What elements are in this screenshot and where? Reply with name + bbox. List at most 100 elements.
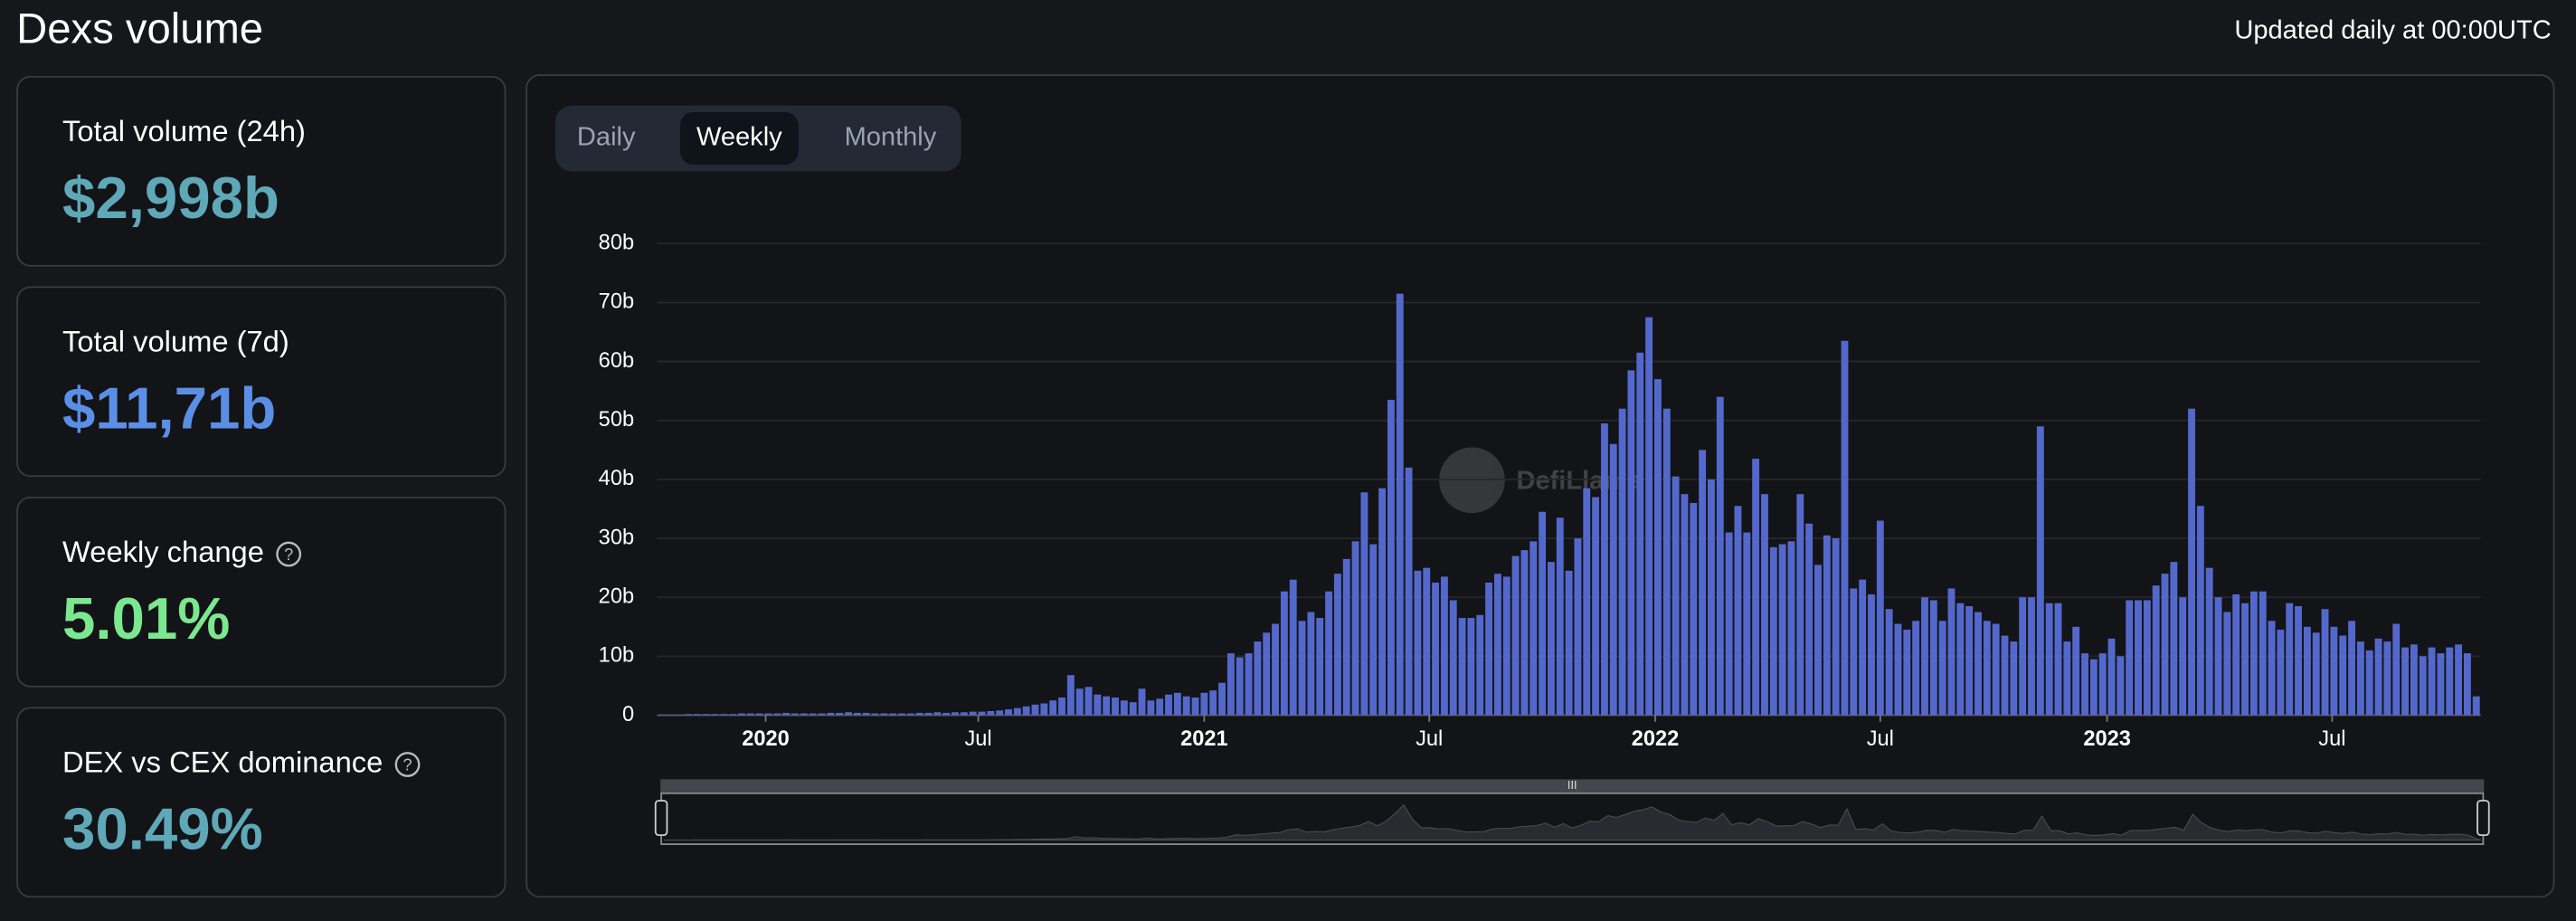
bar bbox=[1191, 697, 1199, 716]
bar bbox=[2117, 656, 2125, 716]
bar bbox=[2374, 638, 2382, 716]
bar bbox=[1423, 567, 1431, 716]
tab[interactable]: Weekly bbox=[696, 123, 782, 152]
bar bbox=[1289, 579, 1297, 716]
bar bbox=[2205, 567, 2213, 716]
bar bbox=[1325, 591, 1332, 716]
bar bbox=[2001, 635, 2009, 716]
bar bbox=[960, 712, 968, 716]
bar bbox=[1778, 544, 1786, 716]
bar bbox=[791, 713, 799, 716]
bar bbox=[1859, 579, 1867, 716]
stat-card bbox=[16, 75, 507, 267]
active-tab-bg bbox=[679, 111, 799, 166]
bar bbox=[2286, 603, 2294, 716]
bar bbox=[1539, 511, 1547, 716]
bar bbox=[2410, 644, 2418, 716]
bar bbox=[1743, 532, 1751, 716]
bar bbox=[1058, 697, 1065, 716]
bar bbox=[1921, 597, 1928, 716]
stat-value: $11,71b bbox=[62, 375, 276, 442]
bar bbox=[1938, 621, 1946, 716]
stat-card bbox=[16, 707, 507, 898]
bar bbox=[1369, 544, 1378, 716]
x-tick-label: 2023 bbox=[2083, 727, 2131, 751]
bar bbox=[2295, 605, 2302, 716]
navigator-bar[interactable] bbox=[660, 779, 2485, 793]
y-tick-label: 30b bbox=[599, 526, 634, 549]
bar bbox=[2330, 626, 2338, 716]
bar bbox=[1226, 653, 1235, 716]
bar bbox=[2135, 600, 2142, 716]
bar bbox=[702, 714, 710, 716]
bar bbox=[2161, 574, 2169, 716]
bar bbox=[2249, 591, 2258, 716]
bar bbox=[2348, 621, 2355, 716]
bar bbox=[2214, 597, 2222, 716]
bar bbox=[853, 712, 861, 716]
bar bbox=[1147, 700, 1155, 716]
bar bbox=[2045, 603, 2053, 716]
bar bbox=[782, 712, 791, 716]
navigator-handle[interactable] bbox=[654, 800, 668, 837]
bar bbox=[1975, 612, 1982, 716]
bar bbox=[2303, 626, 2311, 716]
bar bbox=[1467, 618, 1475, 716]
bar bbox=[1272, 623, 1279, 716]
bar bbox=[1280, 591, 1288, 716]
bar bbox=[1129, 702, 1137, 716]
bar bbox=[862, 712, 870, 716]
bar bbox=[952, 712, 959, 716]
y-tick-label: 50b bbox=[599, 408, 634, 432]
bar bbox=[996, 710, 1004, 716]
stat-card bbox=[16, 286, 507, 478]
bar bbox=[1173, 692, 1181, 716]
bar bbox=[1316, 618, 1324, 716]
bar bbox=[1681, 494, 1689, 716]
bar bbox=[827, 712, 835, 716]
bar bbox=[1583, 488, 1591, 716]
x-tick-label: 2020 bbox=[742, 727, 790, 751]
x-tick-label: 2021 bbox=[1180, 727, 1228, 751]
bar bbox=[1912, 621, 1920, 716]
tab[interactable]: Daily bbox=[577, 123, 636, 152]
bar bbox=[1574, 538, 1582, 716]
bar bbox=[845, 712, 852, 716]
bar bbox=[1031, 704, 1039, 716]
bar bbox=[1040, 703, 1048, 716]
y-tick-label: 70b bbox=[599, 290, 634, 314]
stat-value: $2,998b bbox=[62, 165, 279, 231]
stat-value: 30.49% bbox=[62, 796, 263, 862]
navigator-grip[interactable]: III bbox=[1567, 778, 1577, 792]
bar bbox=[1084, 687, 1093, 716]
bar bbox=[2312, 632, 2320, 716]
bar bbox=[2036, 426, 2044, 716]
bar bbox=[2143, 600, 2151, 716]
bar bbox=[1787, 541, 1795, 716]
bar bbox=[2428, 647, 2436, 716]
bar bbox=[1342, 558, 1350, 716]
bar bbox=[1493, 574, 1501, 716]
bar bbox=[1360, 492, 1368, 716]
bar bbox=[898, 713, 905, 716]
bar bbox=[2081, 653, 2088, 716]
x-tick-label: Jul bbox=[964, 727, 991, 751]
x-tick-label: Jul bbox=[2318, 727, 2345, 751]
bar bbox=[2179, 597, 2187, 716]
y-tick-label: 60b bbox=[599, 349, 634, 373]
bar bbox=[2463, 653, 2471, 716]
bar bbox=[1156, 698, 1164, 716]
bar bbox=[1618, 408, 1626, 716]
bar bbox=[1520, 550, 1529, 716]
bar bbox=[1805, 523, 1814, 716]
navigator-handle[interactable] bbox=[2477, 800, 2490, 837]
bar bbox=[738, 713, 745, 716]
bar bbox=[2268, 621, 2276, 716]
bar bbox=[800, 713, 808, 716]
bar bbox=[818, 713, 826, 716]
tab[interactable]: Monthly bbox=[845, 123, 937, 152]
bar bbox=[1716, 396, 1724, 716]
bar bbox=[2170, 562, 2178, 716]
